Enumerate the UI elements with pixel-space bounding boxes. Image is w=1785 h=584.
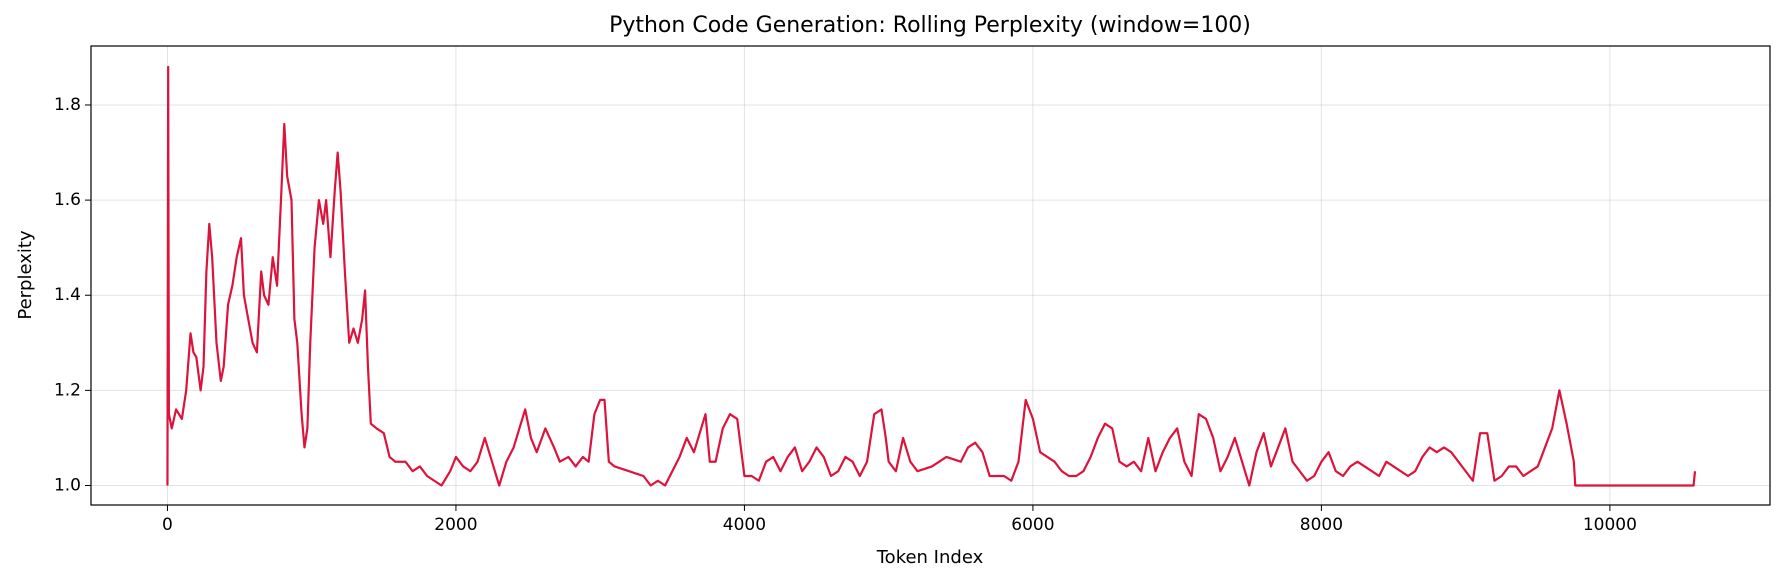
x-axis-label: Token Index — [876, 547, 984, 568]
y-tick-label: 1.2 — [54, 380, 81, 400]
chart-title: Python Code Generation: Rolling Perplexi… — [609, 13, 1251, 38]
y-tick-label: 1.6 — [54, 190, 81, 210]
x-tick-label: 4000 — [723, 515, 766, 535]
plot-frame — [90, 45, 1771, 506]
x-tick-label: 8000 — [1300, 515, 1343, 535]
x-tick-label: 0 — [162, 515, 173, 535]
line-series — [166, 65, 1697, 487]
y-tick-label: 1.0 — [54, 475, 81, 495]
y-tick-label: 1.4 — [54, 285, 81, 305]
x-tick-label: 10000 — [1583, 515, 1637, 535]
x-tick-label: 2000 — [434, 515, 477, 535]
y-tick-label: 1.8 — [54, 95, 81, 115]
x-tick-label: 6000 — [1011, 515, 1054, 535]
y-axis-label: Perplexity — [15, 230, 36, 320]
